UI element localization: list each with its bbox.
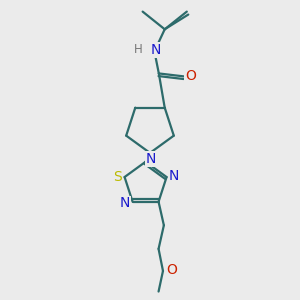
Text: N: N xyxy=(151,43,161,57)
Text: O: O xyxy=(166,263,177,277)
Text: S: S xyxy=(113,170,122,184)
Text: O: O xyxy=(185,69,196,83)
Text: N: N xyxy=(169,169,179,183)
Text: N: N xyxy=(120,196,130,210)
Text: H: H xyxy=(134,44,142,56)
Text: N: N xyxy=(146,152,156,166)
